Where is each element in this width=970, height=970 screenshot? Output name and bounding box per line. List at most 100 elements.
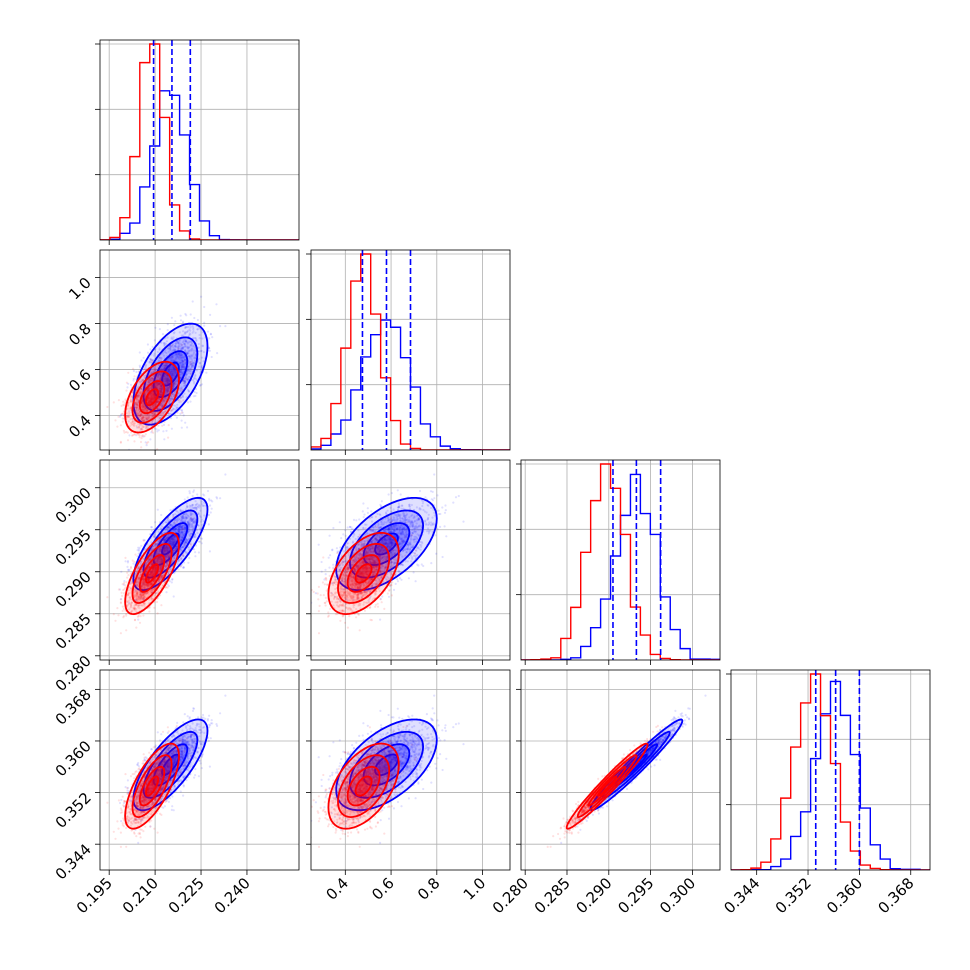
- sample-point: [172, 367, 175, 370]
- sample-point: [148, 360, 151, 363]
- sample-point: [170, 372, 174, 375]
- sample-point: [192, 336, 195, 339]
- sample-point: [151, 397, 154, 400]
- sample-point: [181, 365, 184, 368]
- sample-point: [197, 350, 201, 353]
- sample-point: [165, 388, 168, 391]
- sample-point: [169, 347, 172, 350]
- sample-point: [158, 382, 161, 385]
- sample-point: [163, 366, 166, 369]
- sample-point: [162, 354, 166, 357]
- sample-point: [158, 373, 161, 376]
- sample-point: [185, 375, 188, 379]
- sample-point: [161, 387, 164, 391]
- sample-point: [164, 391, 167, 394]
- sample-point: [184, 340, 187, 343]
- sample-point: [172, 382, 175, 385]
- sample-point: [189, 313, 192, 316]
- sample-point: [188, 334, 191, 337]
- sample-point: [162, 399, 165, 402]
- sample-point: [182, 414, 185, 417]
- sample-point: [138, 364, 141, 367]
- sample-point: [198, 327, 201, 330]
- sample-point: [154, 385, 157, 388]
- sample-point: [160, 384, 163, 388]
- sample-point: [189, 354, 192, 357]
- sample-point: [194, 337, 197, 340]
- sample-point: [163, 400, 166, 403]
- sample-point: [172, 354, 175, 357]
- sample-point: [173, 367, 176, 370]
- sample-point: [157, 429, 160, 432]
- sample-point: [138, 457, 140, 459]
- sample-point: [151, 420, 154, 423]
- sample-point: [193, 316, 196, 320]
- sample-point: [189, 363, 193, 367]
- sample-point: [179, 396, 182, 399]
- sample-point: [153, 352, 156, 355]
- sample-point: [124, 556, 127, 560]
- sample-point: [167, 436, 170, 439]
- sample-point: [161, 367, 164, 370]
- sample-point: [179, 342, 182, 345]
- sample-point: [176, 355, 180, 358]
- sample-point: [200, 356, 204, 359]
- sample-point: [160, 356, 163, 360]
- sample-point: [188, 490, 191, 493]
- sample-point: [164, 377, 167, 380]
- sample-point: [127, 574, 130, 577]
- sample-point: [190, 342, 194, 345]
- sample-point: [196, 369, 199, 372]
- sample-point: [148, 379, 151, 382]
- sample-point: [163, 378, 166, 381]
- sample-point: [194, 374, 197, 377]
- sample-point: [180, 347, 183, 350]
- sample-point: [119, 424, 122, 427]
- sample-point: [174, 353, 177, 356]
- sample-point: [172, 383, 175, 386]
- sample-point: [171, 372, 174, 375]
- sample-point: [188, 556, 191, 560]
- sample-point: [156, 407, 159, 410]
- sample-point: [124, 560, 127, 563]
- sample-point: [167, 424, 170, 427]
- sample-point: [172, 359, 175, 362]
- sample-point: [175, 354, 178, 357]
- sample-point: [158, 382, 161, 385]
- sample-point: [181, 359, 184, 363]
- sample-point: [127, 382, 130, 385]
- sample-point: [162, 411, 165, 414]
- sample-point: [168, 380, 171, 383]
- sample-point: [165, 362, 168, 365]
- sample-point: [139, 392, 142, 395]
- sample-point: [179, 376, 182, 379]
- sample-point: [192, 364, 195, 367]
- sample-point: [216, 352, 219, 355]
- sample-point: [162, 367, 166, 370]
- sample-point: [128, 568, 131, 572]
- sample-point: [186, 346, 189, 349]
- sample-point: [199, 361, 202, 364]
- sample-point: [161, 385, 164, 388]
- sample-point: [159, 376, 162, 379]
- y-tick-label: 0.4: [65, 412, 95, 442]
- sample-point: [211, 500, 214, 503]
- sample-point: [189, 329, 192, 332]
- sample-point: [181, 353, 184, 356]
- sample-point: [192, 380, 196, 383]
- sample-point: [117, 399, 120, 402]
- sample-point: [170, 581, 173, 584]
- sample-point: [169, 356, 172, 359]
- sample-point: [138, 424, 141, 427]
- sample-point: [172, 393, 175, 396]
- sample-point: [181, 363, 184, 366]
- sample-point: [150, 392, 153, 395]
- sample-point: [162, 367, 165, 371]
- sample-point: [152, 393, 155, 397]
- sample-point: [189, 326, 192, 329]
- sample-point: [187, 349, 190, 352]
- sample-point: [179, 373, 182, 376]
- sample-point: [179, 362, 182, 365]
- sample-point: [127, 420, 130, 423]
- sample-point: [156, 350, 159, 354]
